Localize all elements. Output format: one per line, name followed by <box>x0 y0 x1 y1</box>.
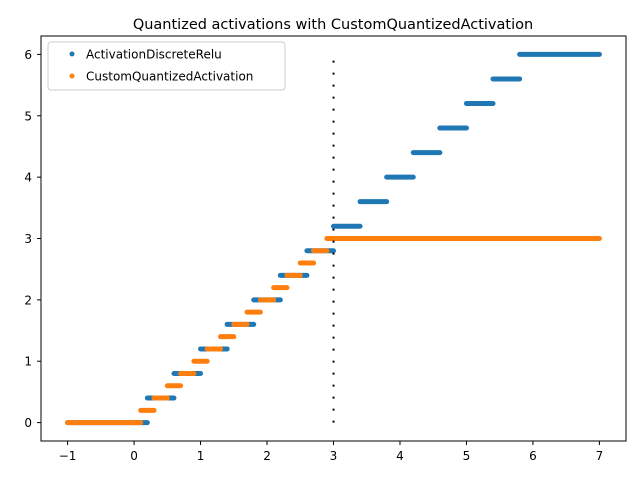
plot-area <box>40 35 627 442</box>
x-tick-label: 5 <box>463 449 471 463</box>
legend: ActivationDiscreteRelu CustomQuantizedAc… <box>47 41 286 91</box>
y-tick-label: 3 <box>24 232 32 246</box>
y-tick-label: 0 <box>24 416 32 430</box>
x-axis: −1 0 1 2 3 4 5 6 7 <box>59 441 603 463</box>
legend-entry-customquantizedactivation: CustomQuantizedActivation <box>69 70 253 84</box>
x-tick-label: 2 <box>263 449 271 463</box>
y-tick-label: 6 <box>24 48 32 62</box>
x-tick-label: −1 <box>59 449 77 463</box>
y-tick-label: 2 <box>24 293 32 307</box>
x-tick-label: 3 <box>330 449 338 463</box>
y-tick-label: 4 <box>24 171 32 185</box>
x-tick-label: 7 <box>596 449 604 463</box>
y-tick-label: 5 <box>24 109 32 123</box>
legend-label: ActivationDiscreteRelu <box>86 48 222 62</box>
series-CustomQuantizedActivation <box>65 236 602 426</box>
chart-title: Quantized activations with CustomQuantiz… <box>133 17 533 33</box>
legend-marker <box>69 51 75 57</box>
y-tick-label: 1 <box>24 355 32 369</box>
series-layer <box>65 51 602 426</box>
legend-box <box>47 41 286 91</box>
x-tick-label: 0 <box>130 449 138 463</box>
legend-label: CustomQuantizedActivation <box>86 70 253 84</box>
legend-entry-activationdiscreterelu: ActivationDiscreteRelu <box>69 48 222 62</box>
x-tick-label: 4 <box>396 449 404 463</box>
x-tick-label: 1 <box>197 449 205 463</box>
x-tick-label: 6 <box>529 449 537 463</box>
y-axis: 0 1 2 3 4 5 6 <box>24 48 41 430</box>
legend-marker <box>69 73 75 79</box>
